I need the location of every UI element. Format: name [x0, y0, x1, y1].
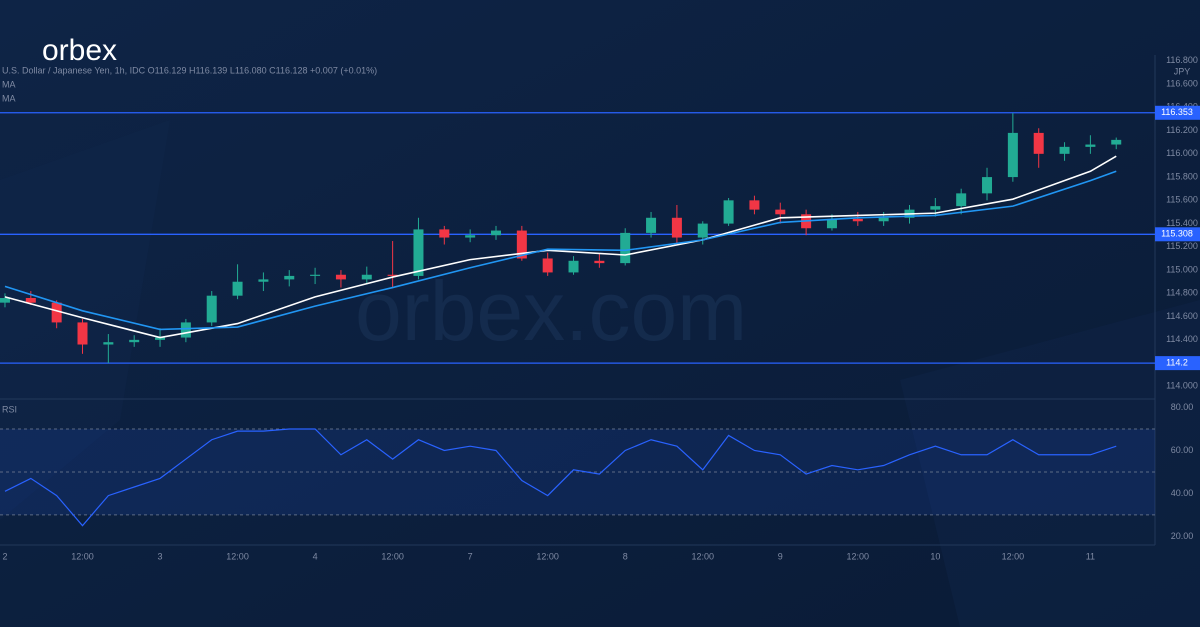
- candle-body: [180, 322, 191, 338]
- x-tick-label: 12:00: [536, 551, 559, 561]
- y-tick-label: 116.800: [1166, 55, 1198, 65]
- candle-body: [956, 193, 967, 207]
- y-tick-label: 115.400: [1166, 218, 1198, 228]
- candle-body: [697, 223, 708, 238]
- candle-body: [723, 200, 734, 224]
- x-tick-label: 12:00: [226, 551, 249, 561]
- candle-body: [1111, 139, 1122, 145]
- candle-body: [387, 274, 398, 276]
- x-tick-label: 12:00: [381, 551, 404, 561]
- x-tick-label: 7: [468, 551, 473, 561]
- candle-body: [878, 217, 889, 222]
- candle-body: [982, 177, 993, 194]
- candle-body: [930, 206, 941, 210]
- y-tick-label: 60.00: [1171, 445, 1194, 455]
- legend-entry: MA: [2, 79, 16, 89]
- candle-body: [1033, 132, 1044, 154]
- y-tick-label: 116.000: [1166, 148, 1198, 158]
- candle-body: [1059, 146, 1070, 154]
- y-tick-label: 40.00: [1171, 488, 1194, 498]
- candle-body: [594, 260, 605, 264]
- x-tick-label: 12:00: [71, 551, 94, 561]
- level-tag: [1155, 105, 1200, 120]
- candle-body: [77, 322, 88, 345]
- x-tick-label: 8: [623, 551, 628, 561]
- candle-body: [310, 274, 321, 276]
- y-tick-label: 114.400: [1166, 334, 1198, 344]
- y-tick-label: 115.200: [1166, 241, 1198, 251]
- candle-body: [1085, 144, 1096, 147]
- level-label: 115.308: [1161, 229, 1193, 239]
- candle-body: [284, 275, 295, 280]
- legend-entry: MA: [2, 93, 16, 103]
- x-tick-label: 4: [313, 551, 318, 561]
- candle-body: [103, 342, 114, 345]
- candle-body: [232, 281, 243, 296]
- candle-body: [826, 218, 837, 229]
- y-tick-label: 115.000: [1166, 264, 1198, 274]
- currency-label: JPY: [1174, 66, 1191, 76]
- chart-header: U.S. Dollar / Japanese Yen, 1h, IDC O116…: [2, 65, 377, 75]
- moving-average: [4, 170, 1117, 331]
- candle-body: [620, 232, 631, 264]
- level-tag: [1155, 356, 1200, 371]
- x-tick-label: 12:00: [691, 551, 714, 561]
- watermark: orbex.com: [355, 264, 747, 358]
- y-tick-label: 114.800: [1166, 288, 1198, 298]
- indicator-title: RSI: [2, 404, 17, 414]
- candle-body: [1007, 132, 1018, 178]
- candle-body: [0, 298, 10, 303]
- y-tick-label: 20.00: [1171, 531, 1194, 541]
- y-tick-label: 115.600: [1166, 195, 1198, 205]
- y-tick-label: 116.600: [1166, 78, 1198, 88]
- level-label: 114.2: [1166, 357, 1188, 367]
- y-tick-label: 114.000: [1166, 381, 1198, 391]
- candle-body: [413, 229, 424, 276]
- level-tag: [1155, 227, 1200, 242]
- y-tick-label: 80.00: [1171, 402, 1194, 412]
- rsi-line: [4, 428, 1117, 527]
- moving-average: [4, 155, 1117, 339]
- candle-body: [465, 235, 476, 238]
- candle-body: [852, 218, 863, 222]
- candle-body: [258, 279, 269, 282]
- candle-body: [335, 274, 346, 280]
- y-tick-label: 114.600: [1166, 311, 1198, 321]
- y-tick-label: 115.800: [1166, 171, 1198, 181]
- candle-body: [206, 295, 217, 323]
- candle-body: [646, 217, 657, 233]
- candle-body: [516, 230, 527, 259]
- candle-body: [775, 209, 786, 215]
- candle-body: [542, 258, 553, 273]
- x-tick-label: 10: [930, 551, 940, 561]
- candle-body: [51, 302, 62, 323]
- candle-body: [361, 274, 372, 280]
- x-tick-label: 9: [778, 551, 783, 561]
- candle-body: [490, 230, 501, 236]
- candle-body: [568, 260, 579, 273]
- x-tick-label: 2: [2, 551, 7, 561]
- candle-body: [155, 337, 166, 340]
- x-tick-label: 12:00: [1002, 551, 1025, 561]
- x-tick-label: 11: [1086, 551, 1095, 561]
- x-tick-label: 12:00: [847, 551, 870, 561]
- level-label: 116.353: [1161, 107, 1193, 117]
- logo: orbex: [42, 34, 117, 67]
- candle-body: [439, 229, 450, 238]
- y-tick-label: 116.200: [1166, 125, 1198, 135]
- candle-body: [749, 200, 760, 210]
- candle-body: [671, 217, 682, 238]
- decor: [0, 120, 170, 520]
- candle-body: [25, 298, 36, 303]
- x-tick-label: 3: [158, 551, 163, 561]
- candle-body: [129, 339, 140, 343]
